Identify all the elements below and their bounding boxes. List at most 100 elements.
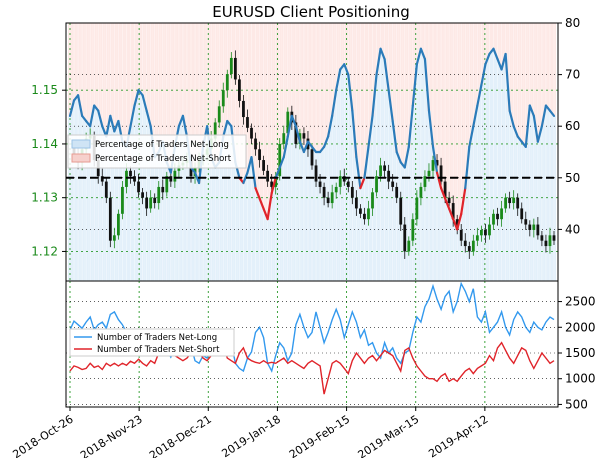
candle-body (121, 186, 124, 214)
candle-body (439, 165, 443, 182)
legend-swatch-net-short (71, 153, 91, 163)
candle-body (447, 197, 451, 204)
candle-body (242, 100, 245, 118)
pct-net-long-segment (464, 145, 471, 190)
pct-net-long-segment (327, 114, 334, 138)
pct-net-long-segment (448, 207, 455, 221)
candle-body (213, 122, 217, 139)
candle-body (278, 143, 282, 177)
candle-body (125, 170, 128, 187)
pct-net-long-segment (242, 171, 249, 185)
price-tick-label: 1.12 (31, 244, 58, 258)
pct-net-long-segment (540, 104, 548, 128)
candle-body (427, 170, 431, 177)
candle-body (282, 133, 286, 144)
pct-net-long-segment (347, 73, 354, 112)
count-tick-label: 1500 (565, 346, 596, 360)
bottom-panel-grid (66, 281, 558, 407)
date-tick-label: 2018-Nov-23 (78, 413, 145, 458)
candle-body (435, 160, 439, 166)
candle-body (354, 197, 358, 209)
pct-net-long-segment (371, 73, 378, 117)
candle-body (157, 186, 161, 204)
candle-body (254, 138, 257, 150)
pct-net-long-segment (419, 47, 427, 61)
count-tick-label: 500 (565, 397, 588, 411)
candle-body (133, 176, 136, 182)
pct-net-long-segment (278, 156, 285, 169)
pct-net-long-segment (335, 68, 342, 92)
pct-net-long-segment (391, 119, 398, 154)
candle-body (286, 111, 290, 134)
candle-body (552, 235, 556, 241)
count-tick-label: 1000 (565, 372, 596, 386)
bottom-panel-frame (65, 280, 559, 408)
date-tick-label: 2018-Dec-21 (147, 413, 214, 458)
count-tick-label: 2500 (565, 295, 596, 309)
candle-body (100, 176, 104, 182)
candle-body (443, 181, 447, 198)
pct-net-long-segment (528, 104, 535, 117)
bottom-panel: 500 1000 1500 2000 2500 Number of Traders Ne… (65, 280, 596, 411)
pct-net-long-segment (254, 187, 261, 200)
date-tick-label: 2018-Oct-26 (10, 413, 75, 458)
legend-swatch-net-long (71, 139, 91, 149)
pct-net-long-segment (89, 104, 96, 128)
candle-body (423, 176, 427, 187)
candle-body (544, 240, 548, 247)
pct-net-long-segment (431, 145, 439, 174)
date-tick-label: 2019-Apr-12 (426, 413, 490, 458)
candle-body (379, 165, 382, 177)
candle-body (266, 170, 270, 182)
percent-tick-label: 80 (565, 16, 580, 30)
candle-body (496, 213, 499, 220)
chart-title: EURUSD Client Positioning (212, 3, 410, 21)
pct-net-long-segment (258, 197, 265, 210)
candle-body (169, 176, 173, 182)
pct-net-long-segment (274, 166, 281, 179)
pct-net-long-segment (129, 104, 136, 128)
pct-net-long-segment (270, 176, 277, 195)
pct-net-long-segment (548, 109, 556, 117)
top-panel: 1.12 1.13 1.14 1.15 40 50 60 70 80 Percentage o… (31, 16, 580, 282)
pct-net-long-segment (266, 192, 273, 221)
pct-net-long-segment (532, 114, 539, 143)
bottom-legend-box (69, 328, 235, 357)
percent-tick-label: 70 (565, 68, 580, 82)
pct-net-long-segment (456, 212, 463, 231)
candle-body (117, 213, 120, 236)
pct-net-long-segment (492, 47, 499, 61)
percent-tick-label: 60 (565, 119, 580, 133)
pct-net-long-segment (536, 125, 544, 143)
top-legend: Percentage of Traders Net-Long Percentag… (67, 134, 247, 169)
candle-body (467, 246, 471, 252)
pct-net-long-segment (512, 125, 519, 138)
candle-body (548, 235, 552, 247)
candle-body (371, 192, 374, 209)
pct-net-long-segment (524, 104, 531, 148)
date-tick-label: 2019-Mar-15 (356, 413, 422, 458)
candle-body (310, 149, 314, 166)
candle-body (387, 170, 391, 182)
pct-net-long-segment (468, 125, 475, 148)
pct-net-long-segment (331, 88, 338, 117)
candle-body (540, 235, 544, 241)
candle-body (431, 160, 435, 171)
pct-net-long-segment (97, 109, 104, 128)
candle-body (338, 176, 342, 187)
pct-net-long-segment (375, 47, 382, 76)
candle-body (451, 203, 455, 220)
candle-body (488, 224, 491, 236)
pct-net-long-segment (444, 197, 451, 210)
pct-net-long-segment (460, 187, 467, 216)
pct-net-long-segment (435, 171, 443, 190)
candle-body (455, 219, 459, 230)
pct-net-long-segment (367, 114, 374, 148)
candle-body (359, 208, 362, 214)
candle-body (104, 181, 108, 198)
candle-body (367, 208, 370, 220)
pct-net-long-segment (282, 135, 289, 159)
pct-net-long-segment (68, 99, 76, 117)
price-tick-label: 1.14 (31, 137, 58, 151)
candle-body (492, 213, 495, 225)
